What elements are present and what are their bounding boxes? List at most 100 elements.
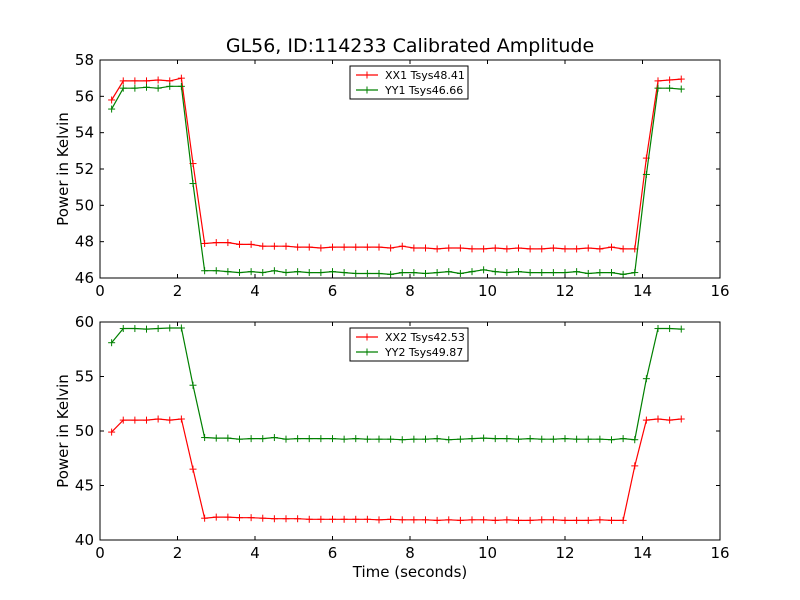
data-point (480, 266, 488, 274)
data-point (340, 269, 348, 277)
data-point (608, 516, 615, 524)
data-point (119, 416, 127, 424)
data-point (468, 435, 476, 443)
data-point (247, 435, 255, 443)
data-point (526, 435, 534, 443)
data-point (143, 83, 150, 91)
data-point (236, 435, 243, 443)
legend-entry: YY1 Tsys46.66 (356, 84, 463, 97)
data-point (375, 269, 383, 277)
data-point (480, 434, 488, 442)
x-tick-label: 0 (95, 544, 105, 562)
data-point (282, 515, 290, 523)
data-point (456, 244, 464, 252)
data-point (584, 516, 592, 524)
data-point (666, 84, 674, 92)
data-point (282, 435, 290, 443)
data-point (189, 465, 197, 473)
data-point (305, 269, 313, 277)
data-point (201, 514, 209, 522)
data-point (515, 516, 522, 524)
y-tick-label: 54 (75, 124, 94, 142)
data-point (538, 516, 546, 524)
legend-label: YY2 Tsys49.87 (384, 346, 463, 359)
data-point (352, 243, 360, 251)
y-tick-label: 58 (75, 51, 94, 69)
chart-panel-2: 0 2 4 6 8 10 12 14 16 40 45 50 55 60 Power in Kelvin Ti… (54, 313, 730, 581)
data-point (305, 515, 313, 523)
data-point (491, 516, 499, 524)
x-tick-label: 4 (250, 282, 260, 300)
x-tick-label: 14 (633, 544, 652, 562)
x-tick-label: 2 (173, 544, 183, 562)
legend-box (349, 327, 469, 362)
data-point (422, 516, 429, 524)
x-tick-label: 10 (478, 544, 497, 562)
data-point (608, 269, 615, 277)
data-point (468, 245, 476, 253)
data-point (317, 435, 325, 443)
data-point (259, 242, 267, 250)
data-point (526, 516, 534, 524)
data-point (294, 515, 302, 523)
data-point (456, 516, 464, 524)
data-point (363, 269, 371, 277)
data-point (410, 435, 418, 443)
data-point (573, 268, 581, 276)
data-point (549, 435, 557, 443)
x-tick-label: 12 (555, 544, 574, 562)
data-point (189, 381, 197, 389)
data-point (654, 84, 662, 92)
data-point (584, 244, 592, 252)
data-point (108, 96, 116, 104)
x-tick-label: 6 (328, 544, 338, 562)
data-point (131, 325, 139, 333)
data-point (201, 434, 209, 442)
data-point (433, 435, 441, 443)
legend: XX1 Tsys48.41 YY1 Tsys46.66 (349, 65, 469, 100)
data-point (666, 76, 674, 84)
data-point (456, 269, 464, 277)
data-point (584, 435, 592, 443)
x-tick-label: 12 (555, 282, 574, 300)
data-point (538, 269, 546, 277)
data-point (131, 77, 139, 85)
legend-label: YY1 Tsys46.66 (384, 84, 463, 97)
x-tick-label: 8 (405, 544, 415, 562)
data-point (631, 436, 639, 444)
data-point (631, 462, 639, 470)
data-point (143, 416, 150, 424)
data-point (677, 75, 685, 83)
data-point (422, 269, 429, 277)
data-point (270, 434, 278, 442)
data-point (177, 74, 185, 82)
data-point (177, 415, 185, 423)
y-tick-label: 46 (75, 269, 94, 287)
data-point (317, 269, 325, 277)
data-point (387, 515, 395, 523)
data-point (166, 416, 174, 424)
data-point (294, 435, 302, 443)
data-point (573, 435, 581, 443)
data-point (340, 515, 348, 523)
data-point (282, 242, 290, 250)
data-point (491, 244, 499, 252)
data-point (433, 245, 441, 253)
data-point (503, 435, 511, 443)
data-point (573, 516, 581, 524)
x-tick-label: 10 (478, 282, 497, 300)
data-point (259, 514, 267, 522)
data-point (631, 269, 639, 277)
x-axis-label: Time (seconds) (352, 563, 468, 581)
data-point (224, 434, 232, 442)
data-point (340, 435, 348, 443)
data-point (677, 415, 685, 423)
data-point (515, 244, 522, 252)
data-point (329, 435, 336, 443)
data-point (363, 243, 371, 251)
data-point (189, 180, 197, 188)
data-point (236, 514, 243, 522)
chart-title: GL56, ID:114233 Calibrated Amplitude (226, 35, 594, 57)
